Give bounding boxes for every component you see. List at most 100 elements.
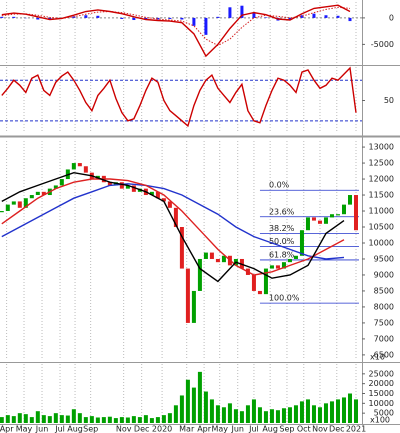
- volume-bar: [71, 409, 76, 423]
- volume-bar: [191, 387, 196, 423]
- x-tick-label: Aug: [262, 425, 278, 433]
- volume-bar: [275, 410, 280, 423]
- macd-histogram-bar: [156, 17, 160, 20]
- y-tick-label: 12000: [369, 175, 394, 184]
- y-tick-label: 25000: [369, 369, 394, 378]
- y-tick-label: 10500: [369, 223, 394, 232]
- volume-bar: [29, 417, 34, 423]
- macd-histogram-bar: [348, 17, 352, 22]
- price-candle: [83, 166, 88, 173]
- volume-bar: [149, 418, 154, 423]
- macd-histogram-bar: [324, 15, 328, 18]
- volume-bar: [251, 399, 256, 423]
- x-tick-label: Dec: [329, 425, 344, 433]
- price-candle: [131, 185, 136, 192]
- y-tick-label: 0: [389, 13, 394, 22]
- series-line: [1, 171, 345, 283]
- price-candle: [347, 195, 352, 205]
- volume-bar: [203, 391, 208, 423]
- price-candle: [107, 182, 112, 186]
- fib-label: 61.8%: [269, 250, 295, 259]
- x-tick-label: Jun: [35, 425, 49, 433]
- x-tick-label: Sep: [83, 425, 98, 433]
- price-candle: [23, 198, 28, 208]
- volume-bar: [35, 411, 40, 423]
- macd-histogram-bar: [168, 17, 172, 19]
- volume-bar: [311, 405, 316, 423]
- x-tick-label: Oct: [297, 425, 311, 433]
- macd-histogram-bar: [120, 17, 124, 19]
- volume-bar: [161, 415, 166, 423]
- macd-histogram-bar: [96, 15, 100, 18]
- unit-label: x100: [370, 416, 390, 425]
- volume-bar: [17, 413, 22, 423]
- volume-bar: [59, 415, 64, 423]
- volume-bar: [173, 405, 178, 423]
- volume-bar: [245, 405, 250, 423]
- price-candle: [11, 201, 16, 205]
- macd-histogram-bar: [288, 17, 292, 21]
- y-tick-label: 7000: [374, 334, 394, 343]
- x-tick-label: Apr: [197, 425, 212, 433]
- x-tick-label: Jun: [230, 425, 244, 433]
- volume-bar: [227, 403, 232, 423]
- volume-bar: [53, 413, 58, 423]
- price-candle: [335, 214, 340, 216]
- macd-histogram-bar: [180, 17, 184, 20]
- price-candle: [0, 211, 4, 213]
- x-tick-label: Apr: [0, 425, 14, 433]
- y-tick-label: 10000: [369, 399, 394, 408]
- y-tick-label: 8500: [374, 286, 394, 295]
- series-line: [1, 178, 345, 276]
- y-tick-label: 6500: [374, 350, 394, 359]
- y-tick-label: -5000: [371, 40, 394, 49]
- macd-histogram-bar: [0, 16, 4, 18]
- series-line: [1, 183, 345, 260]
- y-tick-label: 15000: [369, 389, 394, 398]
- volume-bar: [125, 417, 130, 423]
- series-line: [1, 4, 351, 58]
- volume-bar: [119, 417, 124, 423]
- price-candle: [263, 268, 268, 295]
- volume-bar: [317, 407, 322, 423]
- unit-label: x10: [370, 353, 385, 362]
- price-candle: [269, 265, 274, 269]
- price-candle: [311, 217, 316, 221]
- fib-label: 100.0%: [269, 294, 300, 303]
- price-candle: [17, 201, 22, 208]
- price-candle: [251, 274, 256, 291]
- volume-bar: [329, 401, 334, 423]
- volume-bar: [347, 393, 352, 423]
- price-candle: [191, 290, 196, 323]
- volume-bar: [257, 407, 262, 423]
- price-candle: [305, 217, 310, 231]
- y-tick-label: 9000: [374, 270, 394, 279]
- volume-bar: [137, 417, 142, 423]
- price-candle: [281, 262, 286, 269]
- volume-bar: [101, 417, 106, 423]
- price-candle: [149, 191, 154, 196]
- volume-bar: [209, 399, 214, 423]
- volume-bar: [215, 405, 220, 423]
- price-candle: [293, 255, 298, 259]
- volume-bar: [305, 399, 310, 423]
- volume-bar: [89, 416, 94, 423]
- price-candle: [53, 185, 58, 189]
- price-candle: [173, 207, 178, 228]
- macd-histogram-bar: [300, 15, 304, 18]
- price-candle: [29, 195, 34, 199]
- volume-bar: [179, 395, 184, 423]
- price-candle: [197, 258, 202, 291]
- volume-bar: [47, 416, 52, 423]
- volume-bar: [185, 379, 190, 423]
- fib-label: 0.0%: [269, 181, 290, 190]
- y-tick-label: 20000: [369, 379, 394, 388]
- price-candle: [161, 198, 166, 202]
- macd-histogram-bar: [264, 17, 268, 18]
- y-tick-label: 50: [384, 96, 394, 105]
- macd-histogram-bar: [192, 17, 196, 26]
- y-tick-label: 7500: [374, 318, 394, 327]
- volume-bar: [353, 399, 358, 423]
- macd-histogram-bar: [336, 15, 340, 18]
